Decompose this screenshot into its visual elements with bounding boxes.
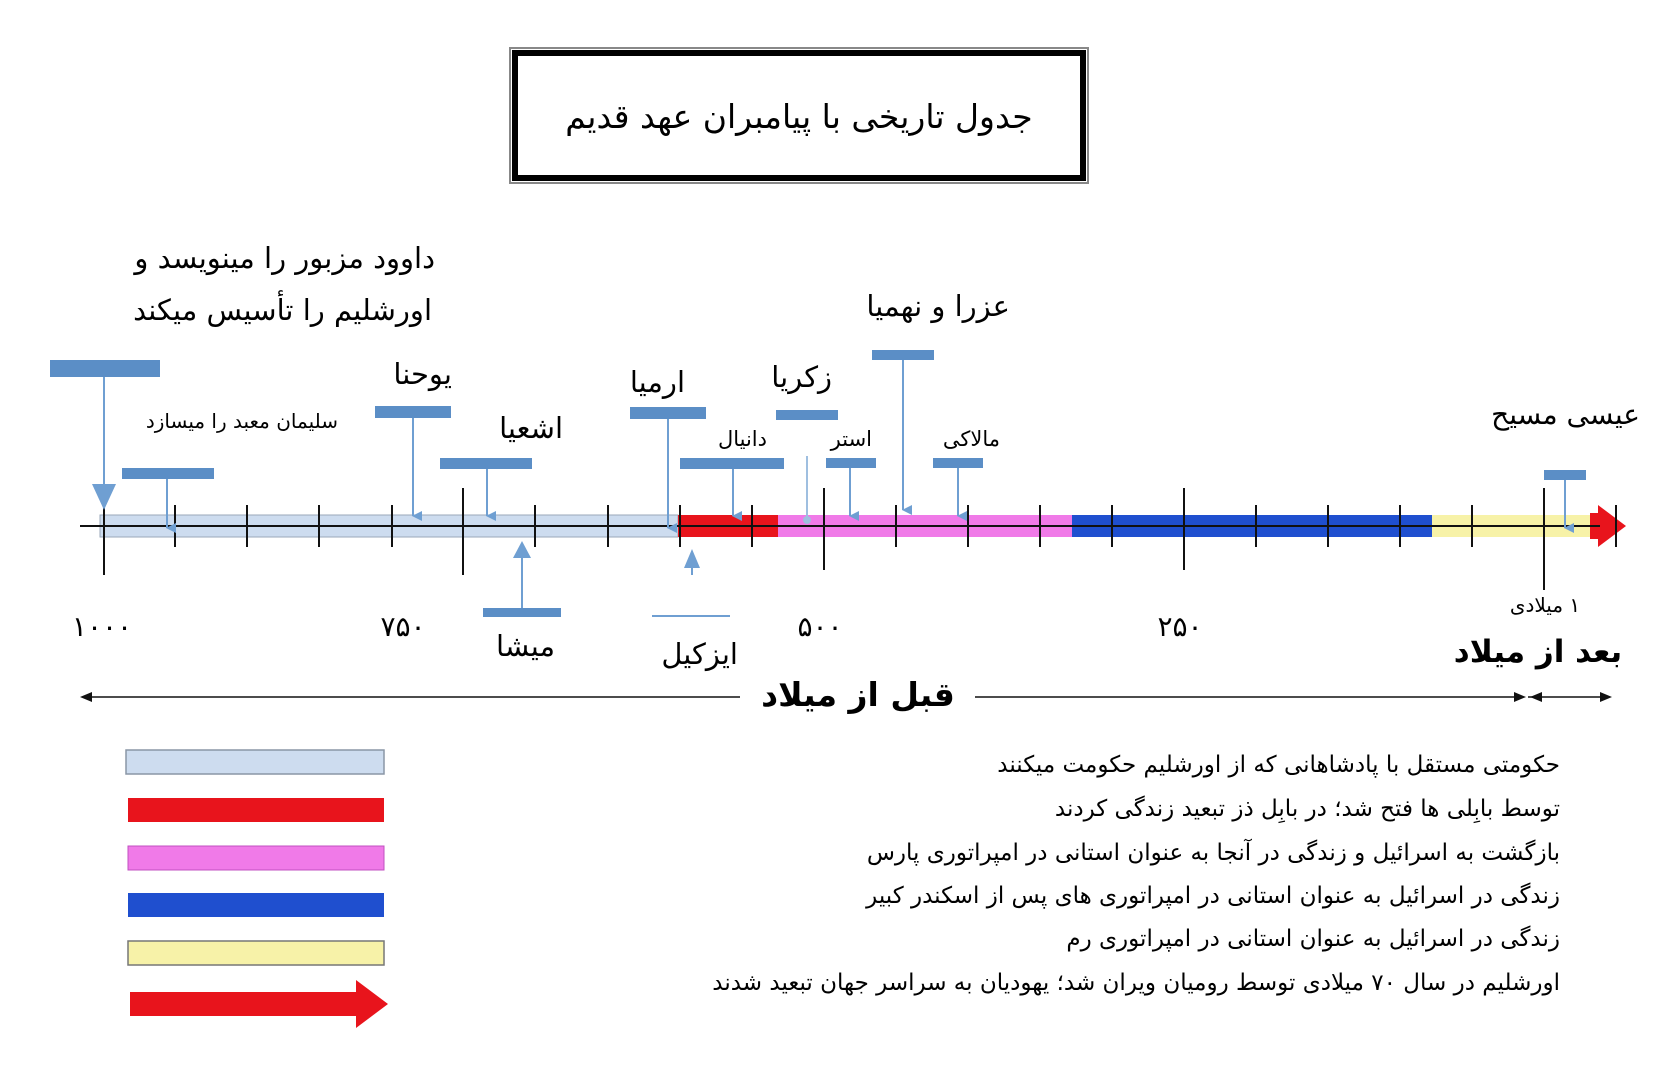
bracket-solomon [122,468,214,479]
timeline-axis [80,488,1617,590]
title-box: جدول تاریخی با پیامبران عهد قدیم [509,47,1089,184]
event-label-david-line1: داوود مزبور را مینویسد و [132,241,435,275]
bracket-ezra [872,350,934,360]
legend-swatch-persia [127,845,385,871]
event-label-micah: میشا [496,629,555,663]
event-label-david-line2: اورشلیم را تأسیس میکند [133,289,432,328]
events-above [50,350,1586,533]
final-arrow-icon [1590,505,1626,547]
page-title: جدول تاریخی با پیامبران عهد قدیم [565,97,1032,136]
bc-label: قبل از میلاد [761,675,955,714]
event-label-daniel: دانیال [718,427,767,451]
era-spans: قبل از میلاد بعد از میلاد [80,634,1622,714]
tick-label-750: ۷۵۰ [380,610,425,643]
event-label-isaiah: اشعیا [499,411,563,445]
legend: حکومتی مستقل با پادشاهانی که از اورشلیم … [125,749,1560,1028]
event-labels-below: میشا ایزکیل [496,629,738,671]
bracket-jeremiah [630,407,706,419]
event-label-ezra: عزرا و نهمیا [866,289,1010,323]
legend-swatch-rome [127,940,385,966]
event-label-jesus: عیسی مسیح [1491,398,1640,431]
bracket-daniel [680,458,784,469]
bracket-zechariah [776,410,838,420]
bracket-jonah [375,406,451,418]
event-label-ezekiel: ایزکیل [661,637,738,671]
legend-swatch-exile-arrow-icon [130,980,388,1028]
legend-text-persia: بازگشت به اسرائیل و زندگی در آنجا به عنو… [867,838,1560,866]
legend-text-greek: زندگی در اسرائیل به عنوان استانی در امپر… [865,882,1560,909]
tick-label-250: ۲۵۰ [1157,610,1202,643]
bracket-david [50,360,160,377]
ad-label: بعد از میلاد [1454,634,1622,670]
legend-text-independent: حکومتی مستقل با پادشاهانی که از اورشلیم … [997,752,1560,778]
legend-text-babylon: توسط بابِلی ها فتح شد؛ در بابِل ذز تبعید… [1055,795,1560,824]
bracket-micah [483,608,561,617]
event-labels-above: داوود مزبور را مینویسد و اورشلیم را تأسی… [132,241,1640,451]
legend-swatch-independent [125,749,385,775]
event-label-jeremiah: ارمیا [630,365,685,399]
legend-swatch-babylon [128,798,384,822]
tick-label-ad1: ۱ میلادی [1510,593,1580,617]
event-label-malachi: مالاکی [943,427,1000,451]
event-label-esther: استر [830,427,872,451]
tick-label-1000: ۱۰۰۰ [72,610,132,643]
tick-label-500: ۵۰۰ [797,610,842,643]
legend-text-exile: اورشلیم در سال ۷۰ میلادی توسط رومیان ویر… [712,970,1560,996]
event-label-zechariah: زکریا [771,360,832,394]
events-below [483,541,730,617]
legend-text-rome: زندگی در اسرائیل به عنوان استانی در امپر… [1066,925,1560,952]
event-label-jonah: یوحنا [393,357,452,391]
bracket-esther [826,458,876,468]
legend-swatch-greek [128,893,384,917]
bracket-isaiah [440,458,532,469]
tick-labels: ۱۰۰۰ ۷۵۰ ۵۰۰ ۲۵۰ ۱ میلادی [72,593,1580,643]
bracket-malachi [933,458,983,468]
bracket-jesus [1544,470,1586,480]
event-label-solomon: سلیمان معبد را میسازد [146,409,338,433]
